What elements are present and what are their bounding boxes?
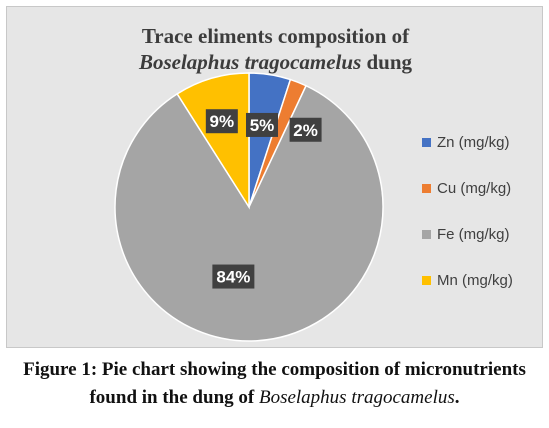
legend-label: Zn (mg/kg) (437, 134, 510, 151)
chart-title-line1: Trace eliments composition of (141, 24, 410, 48)
chart-title-line2: Boselaphus tragocamelus dung (7, 49, 544, 75)
legend-swatch (422, 184, 431, 193)
legend-label: Mn (mg/kg) (437, 272, 513, 289)
chart-panel: Trace eliments composition of Boselaphus… (6, 6, 543, 348)
caption-line2-start: found in the dung of (89, 387, 259, 408)
legend-item-cu: Cu (mg/kg) (422, 179, 537, 198)
legend-label: Cu (mg/kg) (437, 180, 512, 197)
chart-title: Trace eliments composition of Boselaphus… (7, 23, 544, 75)
data-label-box (245, 112, 278, 137)
chart-title-suffix: dung (361, 50, 413, 74)
figure-caption: Figure 1: Pie chart showing the composit… (0, 356, 549, 412)
legend-swatch (422, 276, 431, 285)
legend-swatch (422, 138, 431, 147)
caption-line1: Figure 1: Pie chart showing the composit… (23, 359, 526, 380)
pie-chart: 5% 2% 84% 9% (114, 72, 384, 342)
caption-species: Boselaphus tragocamelus (258, 387, 455, 408)
data-label-box (212, 264, 255, 289)
legend-item-fe: Fe (mg/kg) (422, 225, 537, 244)
data-label-text: 9% (210, 112, 235, 131)
data-label-zn: 5% (245, 112, 278, 137)
legend-item-zn: Zn (mg/kg) (422, 133, 537, 152)
data-label-mn: 9% (205, 109, 238, 134)
legend-swatch (422, 230, 431, 239)
data-label-cu: 2% (289, 117, 322, 142)
caption-line2-end: . (454, 387, 460, 408)
legend-label: Fe (mg/kg) (437, 226, 510, 243)
data-label-text: 84% (216, 268, 250, 287)
data-label-fe: 84% (212, 264, 255, 289)
data-label-box (289, 117, 322, 142)
chart-title-species: Boselaphus tragocamelus (138, 50, 362, 74)
data-label-text: 2% (293, 121, 318, 140)
caption-line2: found in the dung of Boselaphus tragocam… (0, 384, 549, 412)
data-label-box (205, 109, 238, 134)
data-label-text: 5% (250, 116, 275, 135)
pie-slice-fe (114, 84, 384, 342)
pie-slice-mn (176, 72, 250, 210)
legend-item-mn: Mn (mg/kg) (422, 271, 537, 290)
